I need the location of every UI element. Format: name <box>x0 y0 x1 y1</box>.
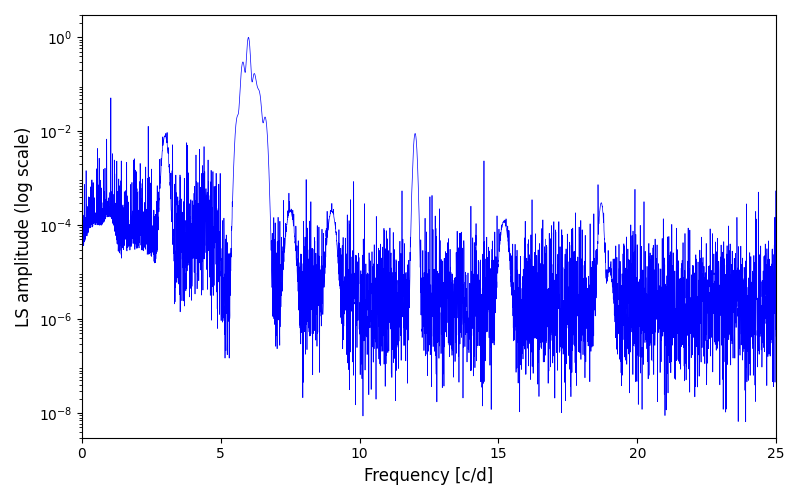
Y-axis label: LS amplitude (log scale): LS amplitude (log scale) <box>15 126 33 326</box>
X-axis label: Frequency [c/d]: Frequency [c/d] <box>364 467 494 485</box>
